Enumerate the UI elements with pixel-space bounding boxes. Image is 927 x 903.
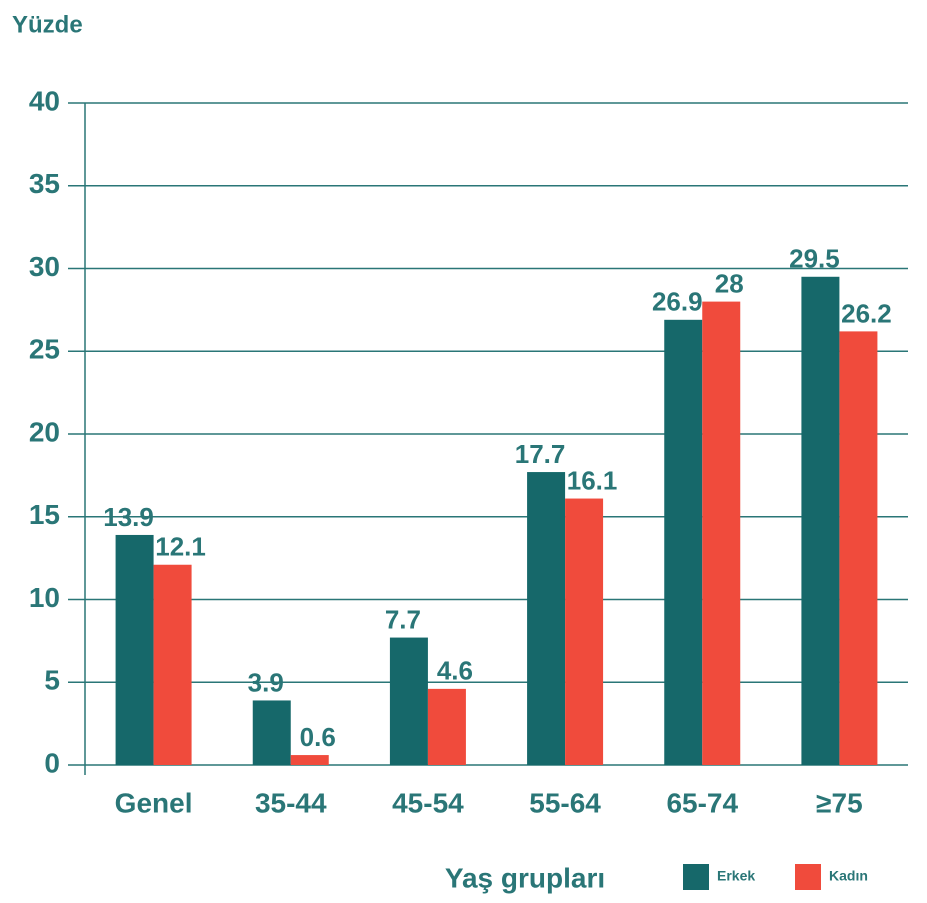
data-label: 13.9	[103, 502, 154, 532]
bar	[389, 637, 428, 765]
legend-label: Erkek	[717, 868, 755, 884]
legend-swatch	[683, 864, 709, 890]
x-tick-label: 35-44	[255, 787, 327, 818]
y-tick-label: 10	[29, 582, 60, 613]
data-label: 28	[715, 268, 744, 298]
bar	[252, 700, 291, 765]
bar	[290, 755, 329, 765]
bar	[565, 498, 604, 765]
y-tick-label: 30	[29, 251, 60, 282]
x-tick-label: 45-54	[392, 787, 464, 818]
legend-label: Kadın	[829, 868, 868, 884]
bar	[115, 534, 154, 765]
data-label: 26.2	[841, 298, 892, 328]
y-axis-label: Yüzde	[12, 11, 83, 38]
y-tick-label: 40	[29, 85, 60, 116]
data-label: 17.7	[515, 439, 566, 469]
data-label: 0.6	[300, 722, 336, 752]
y-tick-label: 15	[29, 499, 60, 530]
bar	[527, 472, 566, 765]
bar	[153, 564, 192, 765]
x-tick-label: 55-64	[529, 787, 601, 818]
legend-swatch	[795, 864, 821, 890]
bar	[702, 301, 741, 765]
y-tick-label: 0	[44, 747, 60, 778]
bar	[839, 331, 878, 765]
y-tick-label: 5	[44, 665, 60, 696]
bar	[664, 319, 703, 765]
y-tick-label: 25	[29, 334, 60, 365]
data-label: 29.5	[789, 244, 840, 274]
bar	[427, 688, 466, 765]
x-tick-label: 65-74	[666, 787, 738, 818]
data-label: 16.1	[567, 465, 618, 495]
y-tick-label: 20	[29, 416, 60, 447]
bar	[801, 276, 840, 765]
data-label: 12.1	[155, 532, 206, 562]
data-label: 3.9	[248, 667, 284, 697]
data-label: 4.6	[437, 656, 473, 686]
x-tick-label: ≥75	[816, 787, 863, 818]
x-tick-label: Genel	[115, 787, 193, 818]
data-label: 7.7	[385, 604, 421, 634]
x-axis-label: Yaş grupları	[445, 862, 605, 893]
data-label: 26.9	[652, 287, 703, 317]
y-tick-label: 35	[29, 168, 60, 199]
